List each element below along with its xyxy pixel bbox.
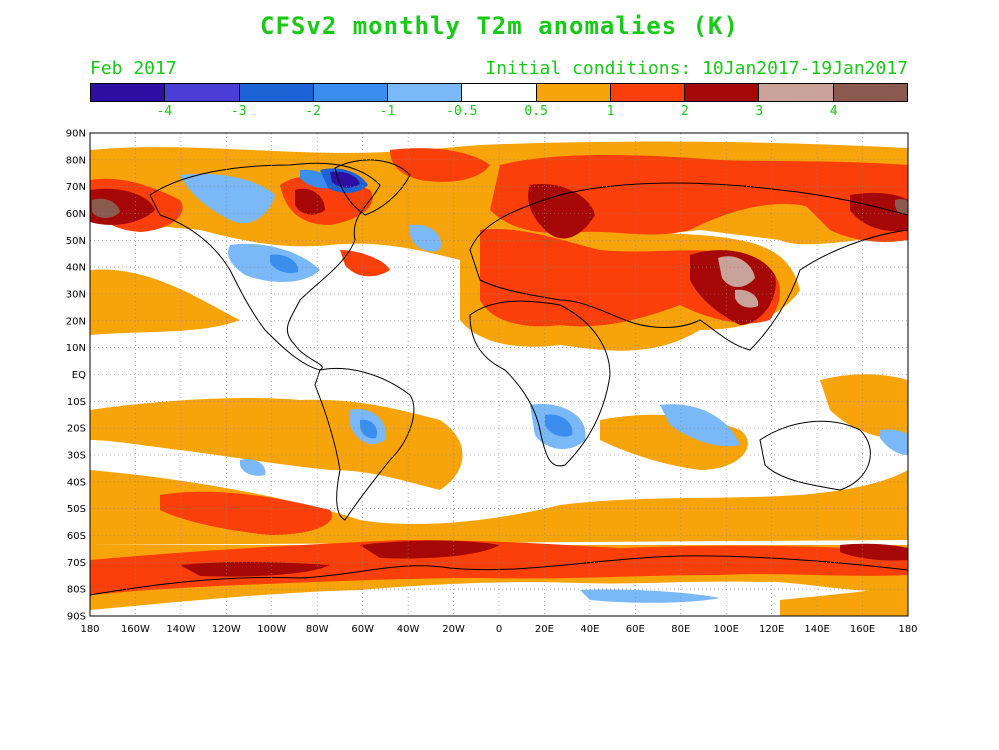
lon-tick-label: 20E — [535, 624, 554, 635]
lon-tick-label: 0 — [496, 624, 502, 635]
lat-tick-label: 90S — [67, 612, 86, 623]
colorbar-swatch — [833, 84, 907, 101]
lon-tick-label: 120E — [759, 624, 784, 635]
latitude-labels: 90N 80N 70N 60N 50N 40N 30N 20N 10N EQ 10S 20S 30S 40… — [66, 129, 86, 623]
lat-tick-label: 10S — [67, 397, 86, 408]
lon-tick-label: 60E — [626, 624, 645, 635]
lat-tick-label: 50S — [67, 504, 86, 515]
lat-tick-label: 70S — [67, 558, 86, 569]
coastlines — [90, 159, 908, 616]
antarctica-outline — [90, 555, 908, 616]
lon-tick-label: 80E — [671, 624, 690, 635]
colorbar-tick-label: 4 — [829, 104, 838, 119]
colorbar-labels: -4 -3 -2 -1 -0.5 0.5 1 2 3 4 — [90, 104, 908, 120]
lon-tick-label: 100E — [714, 624, 739, 635]
lat-tick-label: 70N — [66, 182, 86, 193]
colorbar-tick-label: -2 — [305, 104, 321, 119]
north-america-outline — [149, 162, 381, 371]
lon-tick-label: 80W — [306, 624, 329, 635]
map-frame — [89, 132, 909, 617]
colorbar-swatch — [165, 84, 240, 101]
lat-tick-label: 50N — [66, 236, 86, 247]
lon-tick-label: 180 — [898, 624, 917, 635]
lon-tick-label: 100W — [257, 624, 286, 635]
anomaly-3-4 — [718, 256, 759, 308]
lat-tick-label: 40S — [67, 477, 86, 488]
longitude-labels: 180 160W 140W 120W 100W 80W 60W 40W 20W 0 20E 40E 60… — [80, 624, 917, 635]
colorbar-tick-label: -1 — [379, 104, 396, 119]
lat-tick-label: 80N — [66, 155, 86, 166]
lat-tick-label: 30N — [66, 290, 86, 301]
lon-tick-label: 160W — [121, 624, 150, 635]
colorbar-tick-label: 1 — [606, 104, 615, 119]
lat-tick-label: 40N — [66, 263, 86, 274]
lat-tick-label: 20N — [66, 316, 86, 327]
eurasia-outline — [469, 182, 908, 351]
south-america-outline — [314, 367, 415, 521]
colorbar-swatch — [610, 84, 686, 101]
colorbar-swatch — [685, 84, 760, 101]
lon-tick-label: 140W — [166, 624, 195, 635]
initial-conditions-label: Initial conditions: 10Jan2017-19Jan2017 — [485, 58, 908, 79]
lon-tick-label: 160E — [850, 624, 875, 635]
colorbar-tick-label: -4 — [156, 104, 173, 119]
colorbar-swatch — [91, 84, 166, 101]
colorbar-swatch — [239, 84, 314, 101]
colorbar-tick-label: 0.5 — [524, 104, 548, 119]
colorbar-tick-label: -3 — [230, 104, 247, 119]
chart-title: CFSv2 monthly T2m anomalies (K) — [260, 12, 739, 40]
australia-outline — [759, 420, 871, 491]
lat-tick-label: 60S — [67, 531, 86, 542]
africa-outline — [469, 300, 611, 467]
colorbar-tick-label: 3 — [755, 104, 764, 119]
lat-tick-label: 90N — [66, 129, 86, 140]
colorbar-swatch — [462, 84, 537, 101]
lon-tick-label: 180 — [80, 624, 99, 635]
colorbar-swatch — [388, 84, 463, 101]
gridlines — [90, 133, 908, 616]
lat-tick-label: 10N — [66, 343, 86, 354]
lon-tick-label: 40E — [580, 624, 599, 635]
lon-tick-label: 20W — [442, 624, 465, 635]
lat-tick-label: 30S — [67, 451, 86, 462]
lon-tick-label: 140E — [804, 624, 829, 635]
colorbar — [90, 83, 908, 102]
colorbar-tick-label: 2 — [680, 104, 689, 119]
lat-tick-label: EQ — [72, 370, 86, 381]
anomaly-above-4 — [92, 198, 908, 218]
valid-month-label: Feb 2017 — [90, 58, 177, 79]
colorbar-tick-label: -0.5 — [446, 104, 478, 119]
lat-tick-label: 80S — [67, 585, 86, 596]
colorbar-swatch — [536, 84, 611, 101]
lon-tick-label: 60W — [351, 624, 374, 635]
lat-tick-label: 20S — [67, 424, 86, 435]
lon-tick-label: 120W — [212, 624, 241, 635]
colorbar-swatch — [759, 84, 834, 101]
lon-tick-label: 40W — [397, 624, 420, 635]
colorbar-swatch — [313, 84, 389, 101]
lat-tick-label: 60N — [66, 209, 86, 220]
